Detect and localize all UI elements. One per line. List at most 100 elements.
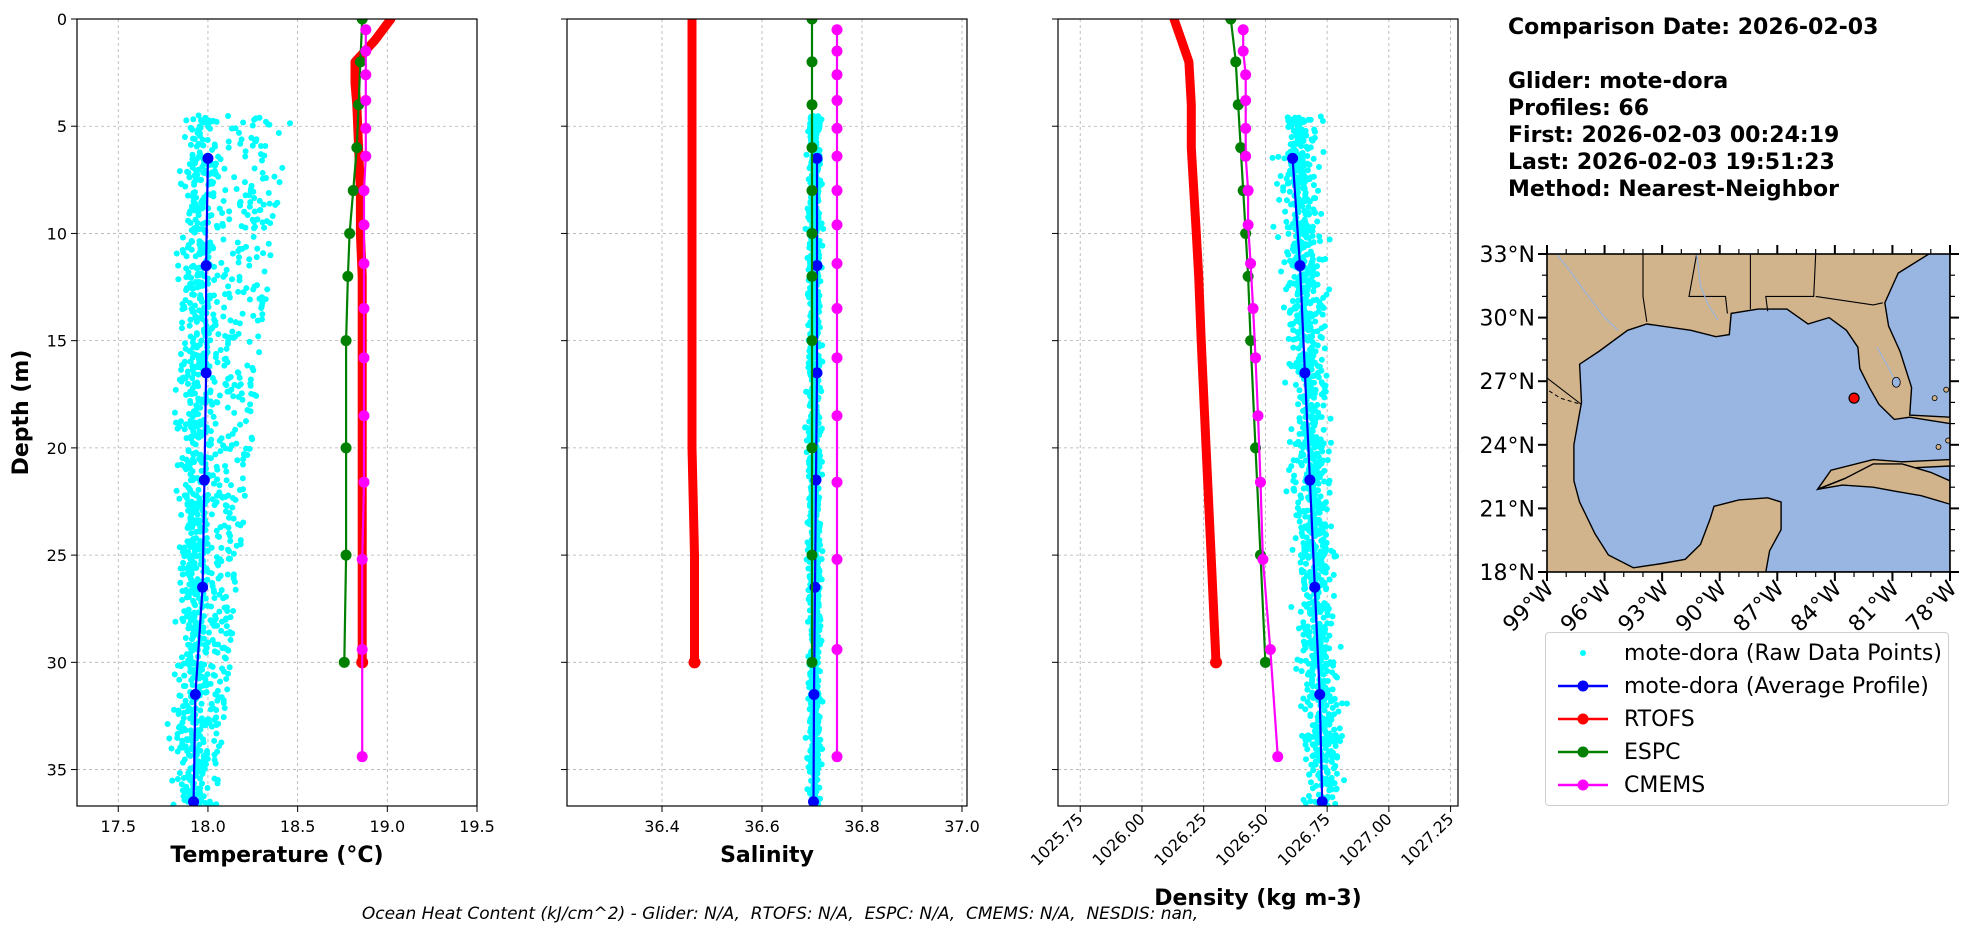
series-marker bbox=[338, 656, 350, 668]
series-marker bbox=[831, 24, 843, 36]
raw-point bbox=[251, 208, 258, 215]
raw-point bbox=[1295, 512, 1302, 519]
raw-point bbox=[279, 164, 286, 171]
profile-panel-2: 36.4 36.6 36.8 37.0 Salinity bbox=[561, 18, 980, 868]
raw-point bbox=[816, 613, 823, 620]
raw-point bbox=[260, 250, 267, 257]
y-tick-label: 20 bbox=[47, 439, 67, 458]
raw-point bbox=[1333, 753, 1340, 760]
raw-point bbox=[1305, 600, 1312, 607]
raw-point bbox=[176, 168, 183, 175]
raw-point bbox=[1294, 457, 1301, 464]
raw-point bbox=[1317, 562, 1324, 569]
raw-point bbox=[223, 646, 230, 653]
raw-point bbox=[183, 287, 190, 294]
y-tick-label: 35 bbox=[47, 761, 67, 780]
raw-point bbox=[256, 197, 263, 204]
raw-point bbox=[1298, 703, 1305, 710]
raw-point bbox=[1302, 438, 1309, 445]
x-tick-label: 36.8 bbox=[844, 817, 880, 836]
raw-point bbox=[1329, 613, 1336, 620]
raw-point bbox=[1302, 741, 1309, 748]
raw-point bbox=[193, 171, 200, 178]
y-axis: 0 5 10 15 20 25 30 35 bbox=[47, 10, 77, 780]
map-lat-label: 18°N bbox=[1480, 561, 1535, 586]
series-marker bbox=[340, 442, 352, 454]
raw-point bbox=[1334, 674, 1341, 681]
raw-point bbox=[222, 655, 229, 662]
raw-point bbox=[255, 333, 262, 340]
legend: mote-dora (Raw Data Points) mote-dora (A… bbox=[1545, 632, 1949, 806]
raw-point bbox=[1299, 198, 1306, 205]
raw-point bbox=[214, 776, 221, 783]
raw-point bbox=[1318, 334, 1325, 341]
raw-point bbox=[181, 672, 188, 679]
raw-point bbox=[203, 521, 210, 528]
raw-point bbox=[183, 274, 190, 281]
raw-point bbox=[1290, 344, 1297, 351]
raw-point bbox=[210, 292, 217, 299]
raw-point bbox=[1317, 493, 1324, 500]
raw-point bbox=[1313, 296, 1320, 303]
raw-point bbox=[1296, 387, 1303, 394]
raw-point bbox=[261, 224, 268, 231]
island bbox=[1945, 437, 1950, 444]
raw-point bbox=[1318, 325, 1325, 332]
raw-point bbox=[205, 569, 212, 576]
raw-point bbox=[185, 269, 192, 276]
raw-point bbox=[1325, 777, 1332, 784]
raw-point bbox=[224, 686, 231, 693]
series-marker bbox=[356, 643, 368, 655]
raw-point bbox=[198, 458, 205, 465]
raw-point bbox=[191, 459, 198, 466]
raw-point bbox=[226, 530, 233, 537]
raw-point bbox=[1291, 472, 1298, 479]
raw-point bbox=[199, 221, 206, 228]
raw-point bbox=[1317, 238, 1324, 245]
raw-point bbox=[1319, 568, 1326, 575]
raw-point bbox=[1289, 298, 1296, 305]
raw-point bbox=[179, 234, 186, 241]
raw-point bbox=[1299, 452, 1306, 459]
raw-point bbox=[181, 797, 188, 804]
series-marker bbox=[811, 260, 823, 272]
y-axis bbox=[561, 18, 567, 771]
raw-point bbox=[1290, 280, 1297, 287]
raw-point bbox=[214, 492, 221, 499]
raw-point bbox=[265, 240, 272, 247]
raw-point bbox=[183, 651, 190, 658]
raw-point bbox=[1305, 235, 1312, 242]
raw-point bbox=[223, 593, 230, 600]
raw-point bbox=[185, 606, 192, 613]
raw-point bbox=[225, 283, 232, 290]
raw-point bbox=[222, 187, 229, 194]
series-marker bbox=[360, 24, 372, 36]
raw-point bbox=[182, 789, 189, 796]
raw-point bbox=[1306, 211, 1313, 218]
legend-entry: mote-dora (Average Profile) bbox=[1546, 670, 1948, 703]
raw-point bbox=[227, 614, 234, 621]
raw-point bbox=[1290, 336, 1297, 343]
raw-point bbox=[236, 254, 243, 261]
raw-point bbox=[201, 757, 208, 764]
raw-point bbox=[218, 558, 225, 565]
series-marker bbox=[1230, 56, 1242, 68]
raw-point bbox=[207, 408, 214, 415]
raw-point bbox=[818, 458, 825, 465]
raw-point bbox=[204, 784, 211, 791]
raw-point bbox=[229, 504, 236, 511]
comparison-date: Comparison Date: 2026-02-03 bbox=[1508, 15, 1879, 40]
raw-point bbox=[246, 338, 253, 345]
raw-point bbox=[1292, 479, 1299, 486]
series-marker bbox=[354, 56, 366, 68]
raw-point bbox=[1301, 301, 1308, 308]
map-lon-label: 96°W bbox=[1556, 576, 1617, 637]
raw-point bbox=[1289, 546, 1296, 553]
raw-point bbox=[196, 149, 203, 156]
glider-info-block: Comparison Date: 2026-02-03 Glider: mote… bbox=[1508, 14, 1968, 203]
raw-point bbox=[212, 143, 219, 150]
raw-point bbox=[190, 116, 197, 123]
raw-point bbox=[1285, 251, 1292, 258]
raw-point bbox=[1326, 236, 1333, 243]
raw-point bbox=[1320, 148, 1327, 155]
